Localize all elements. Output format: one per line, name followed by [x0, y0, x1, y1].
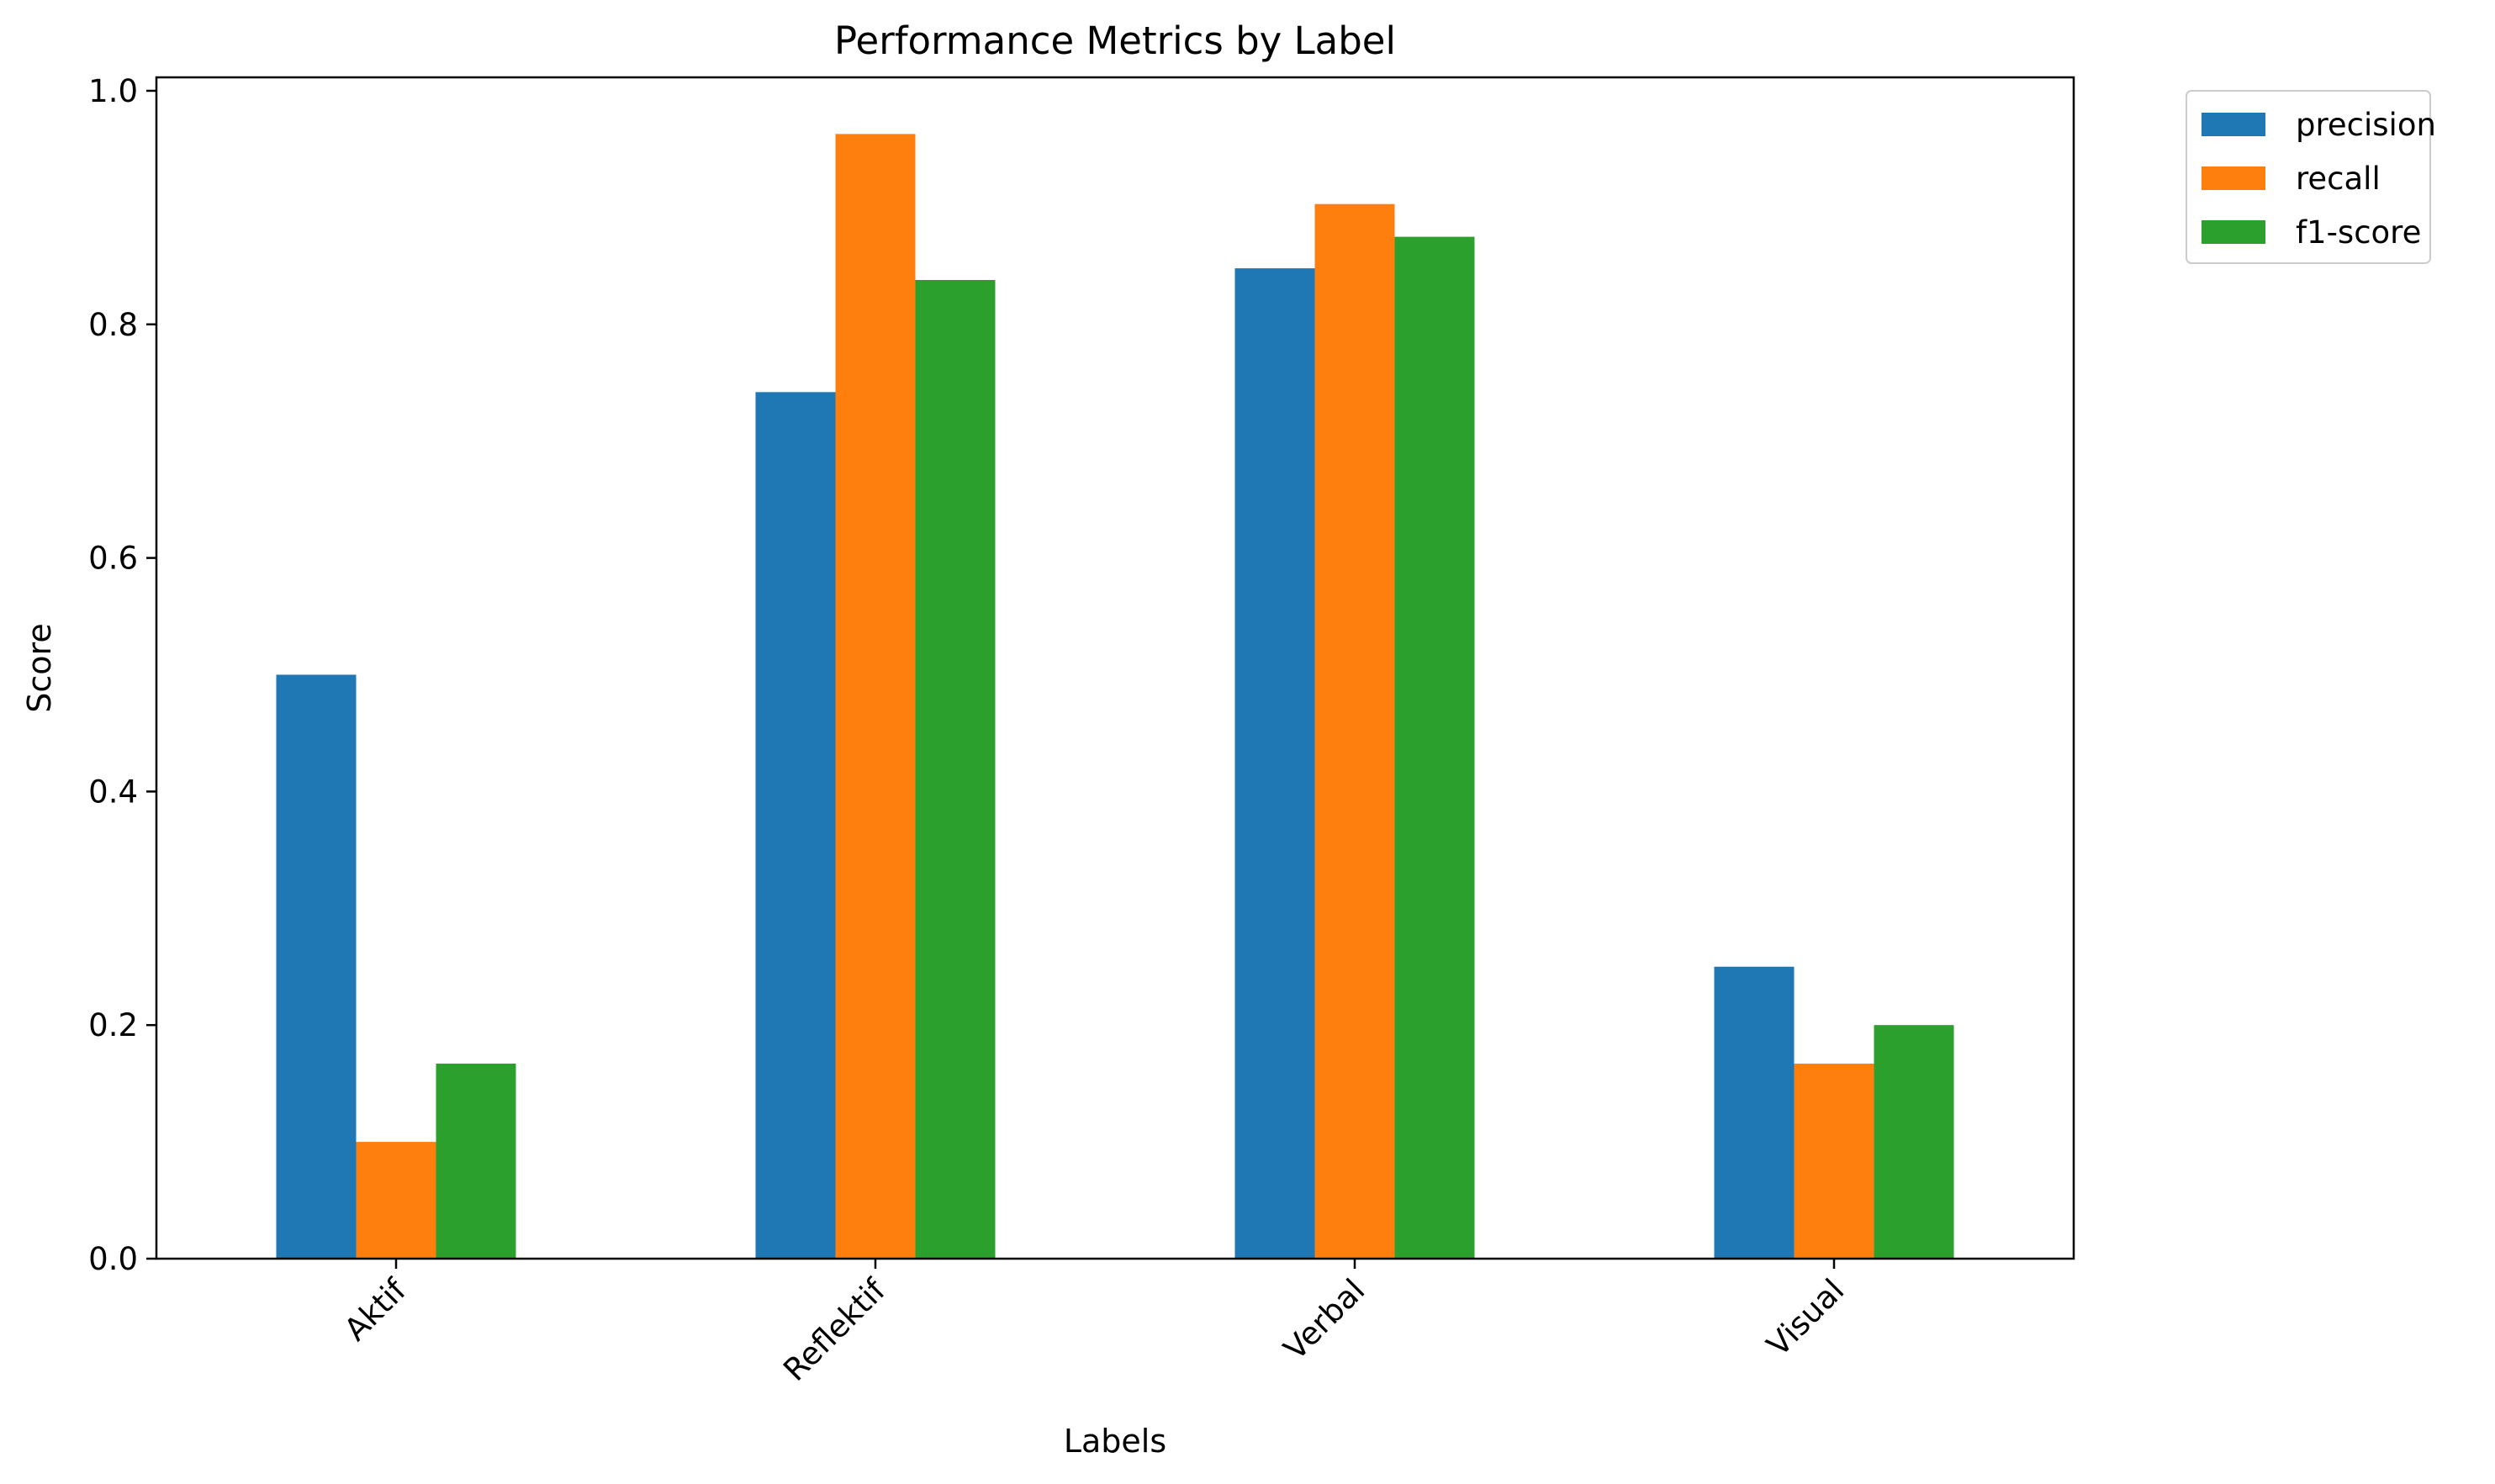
- y-tick-label: 0.2: [88, 1007, 138, 1043]
- bars-layer: [276, 134, 1954, 1260]
- bar-precision-verbal: [1234, 268, 1315, 1260]
- bar-f1-score-reflektif: [915, 279, 996, 1259]
- bar-f1-score-aktif: [436, 1064, 516, 1259]
- y-tick-label: 0.0: [88, 1241, 138, 1277]
- bar-f1-score-visual: [1874, 1025, 1954, 1259]
- x-axis-label: Labels: [1064, 1423, 1166, 1460]
- y-tick-label: 0.8: [88, 307, 138, 343]
- chart-title: Performance Metrics by Label: [834, 18, 1396, 63]
- y-tick-label: 0.4: [88, 774, 138, 810]
- bar-precision-aktif: [276, 674, 357, 1259]
- bar-recall-verbal: [1314, 203, 1395, 1259]
- legend: precision recall f1-score: [2186, 90, 2436, 264]
- legend-items: precision recall f1-score: [2202, 107, 2436, 251]
- bar-f1-score-verbal: [1394, 236, 1475, 1260]
- legend-swatch-f1-score: [2202, 220, 2265, 244]
- legend-label-f1-score: f1-score: [2296, 214, 2421, 251]
- y-tick-label: 0.6: [88, 541, 138, 577]
- plot-area-frame: [155, 76, 2075, 1260]
- y-axis-ticks: 0.0 0.2 0.4 0.6 0.8 1.0: [88, 73, 156, 1277]
- bar-precision-reflektif: [755, 392, 836, 1260]
- legend-swatch-recall: [2202, 166, 2265, 190]
- legend-label-recall: recall: [2296, 161, 2381, 197]
- legend-swatch-precision: [2202, 113, 2265, 136]
- bar-recall-reflektif: [835, 134, 916, 1259]
- bar-recall-aktif: [356, 1142, 436, 1259]
- y-axis-label: Score: [21, 623, 58, 712]
- bar-precision-visual: [1714, 966, 1795, 1259]
- bar-recall-visual: [1794, 1064, 1874, 1259]
- legend-label-precision: precision: [2296, 107, 2436, 143]
- y-tick-label: 1.0: [88, 73, 138, 109]
